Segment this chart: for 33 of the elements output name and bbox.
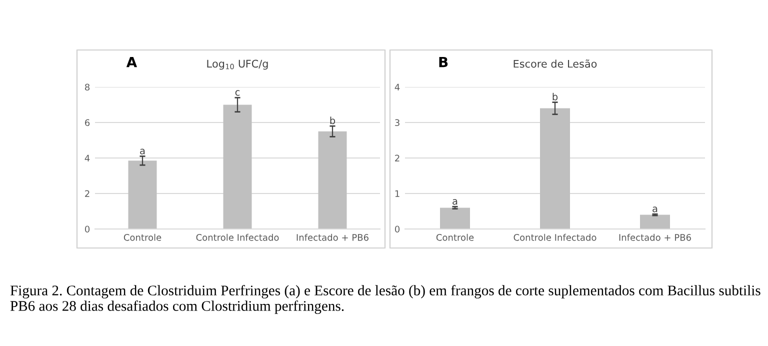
- y-tick-label: 0: [394, 226, 400, 233]
- y-tick-label: 8: [85, 84, 90, 91]
- annotation: b: [552, 92, 558, 100]
- chart-title: Log$_{10}$ UFC/g: [207, 60, 268, 70]
- x-tick-label: Controle: [124, 234, 162, 241]
- bar: [318, 131, 347, 229]
- text: A: [126, 56, 138, 68]
- y-tick-label: 3: [395, 119, 400, 126]
- annotation: c: [235, 90, 240, 96]
- bar: [540, 108, 570, 229]
- annotation: a: [140, 148, 145, 154]
- y-tick-label: 4: [84, 154, 90, 162]
- y-tick-label: 4: [394, 84, 400, 90]
- bar: [440, 208, 470, 229]
- annotation: b: [330, 116, 336, 124]
- y-tick-label: 6: [85, 119, 90, 126]
- bar: [640, 214, 670, 229]
- annotation: a: [652, 206, 658, 212]
- x-tick-label: Controle Infectado: [514, 234, 596, 241]
- y-tick-label: 2: [85, 190, 90, 197]
- bar: [128, 160, 157, 229]
- text: Figura 2. Contagem de Clostriduim Perfringes (a) e Escore de lesão (b) em frangos de corte suplementados com Bacillus subtilis PB6 aos 28 dias desafiados com Clostridium perfringens.: [10, 285, 760, 314]
- chart-title: Escore de Lesão: [514, 59, 597, 68]
- x-tick-label: Infectado + PB6: [619, 234, 691, 241]
- y-tick-label: 2: [395, 154, 400, 162]
- text: B: [439, 56, 448, 68]
- x-tick-label: Infectado + PB6: [296, 234, 368, 241]
- x-tick-label: Controle Infectado: [196, 234, 279, 241]
- x-tick-label: Controle: [436, 234, 474, 241]
- y-tick-label: 0: [84, 226, 90, 233]
- y-tick-label: 1: [395, 190, 400, 197]
- bar: [223, 104, 252, 229]
- annotation: a: [452, 199, 458, 205]
